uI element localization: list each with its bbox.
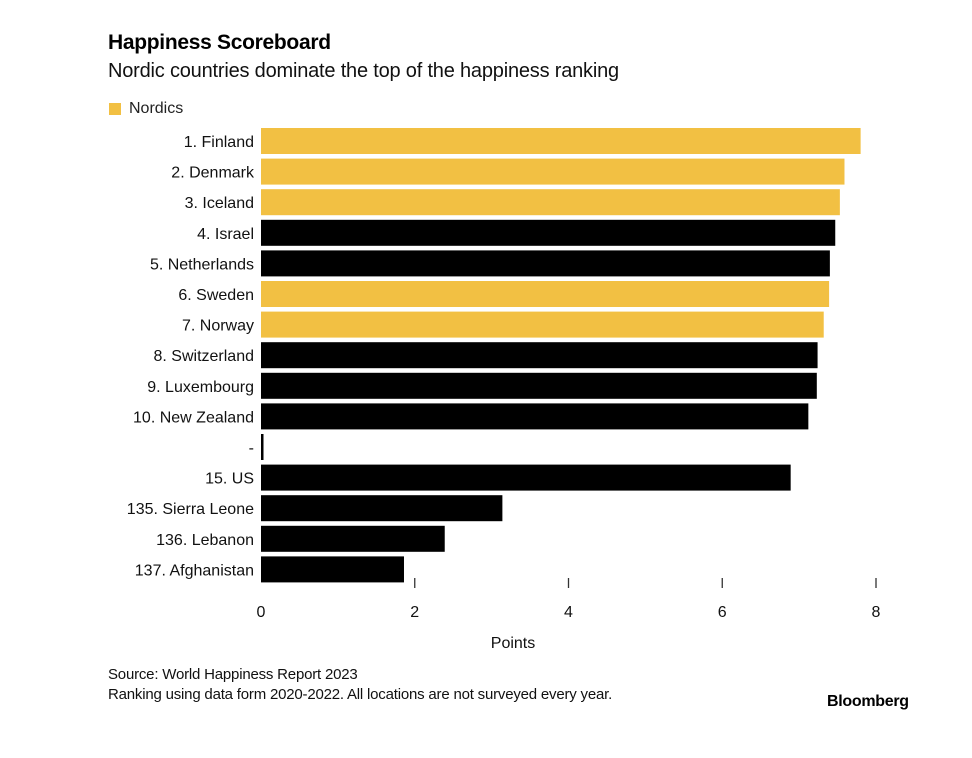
category-label: 6. Sweden: [178, 287, 254, 304]
category-label: 10. New Zealand: [133, 409, 254, 426]
category-label: 7. Norway: [182, 318, 254, 335]
methodology-note: Ranking using data form 2020-2022. All l…: [108, 686, 613, 703]
chart-subtitle: Nordic countries dominate the top of the…: [108, 60, 619, 82]
bar-12: [261, 495, 503, 522]
footer-notes: Source: World Happiness Report 2023 Rank…: [108, 665, 612, 705]
bar-11: [261, 464, 791, 491]
bar-6: [261, 311, 824, 338]
category-label: 2. Denmark: [171, 165, 255, 182]
legend-label-nordics: Nordics: [129, 100, 184, 117]
category-label: 4. Israel: [197, 226, 254, 243]
x-tick-label: 2: [410, 604, 419, 621]
category-labels-group: 1. Finland 2. Denmark 3. Iceland 4. Israel 5…: [127, 134, 255, 579]
category-label: 137. Afghanistan: [135, 562, 254, 579]
x-axis-title: Points: [491, 635, 535, 652]
bar-8: [261, 372, 817, 399]
bar-3: [261, 219, 836, 246]
bloomberg-logo: Bloomberg: [827, 693, 909, 710]
legend-swatch-nordics: [109, 103, 121, 115]
x-tick-label: 8: [872, 604, 881, 621]
bar-1: [261, 158, 845, 185]
bar-9: [261, 403, 809, 430]
category-label: 3. Iceland: [185, 195, 254, 212]
category-label: 135. Sierra Leone: [127, 501, 254, 518]
category-label: -: [249, 440, 254, 457]
category-label: 5. Netherlands: [150, 256, 254, 273]
category-label: 9. Luxembourg: [147, 379, 254, 396]
x-tick-label: 0: [257, 604, 266, 621]
x-tick-label: 4: [564, 604, 573, 621]
bar-14: [261, 556, 404, 583]
legend: Nordics: [109, 100, 183, 118]
bar-2: [261, 189, 840, 216]
bar-10: [261, 434, 264, 460]
category-label: 15. US: [205, 471, 254, 488]
bar-7: [261, 342, 818, 369]
source-note: Source: World Happiness Report 2023: [108, 666, 358, 683]
bar-0: [261, 128, 861, 154]
chart-title: Happiness Scoreboard: [108, 31, 331, 54]
x-axis-group: 0 2 4 6 8: [257, 578, 881, 621]
category-label: 136. Lebanon: [156, 532, 254, 549]
bar-4: [261, 250, 830, 277]
bar-13: [261, 525, 445, 552]
bars-group: [261, 128, 861, 583]
bar-5: [261, 281, 830, 307]
category-label: 8. Switzerland: [154, 348, 255, 365]
x-tick-label: 6: [718, 604, 727, 621]
category-label: 1. Finland: [184, 134, 254, 151]
